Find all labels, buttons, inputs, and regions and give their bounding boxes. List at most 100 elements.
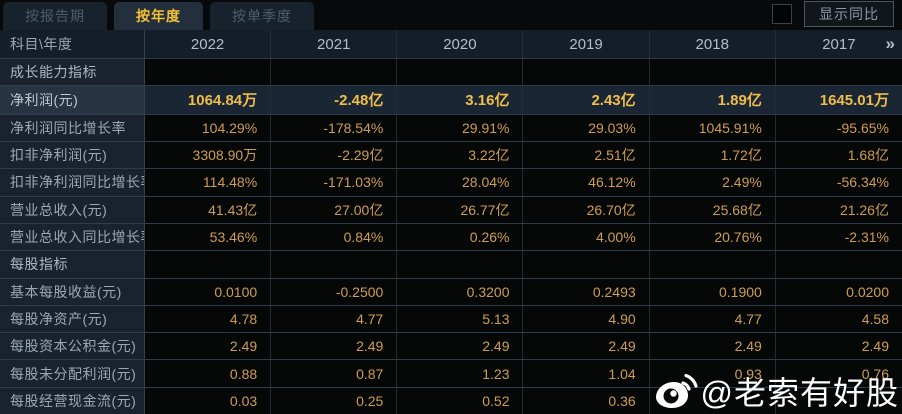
table-row: 扣非净利润同比增长率 114.48% -171.03% 28.04% 46.12… (0, 168, 902, 196)
cell-value: 104.29% (145, 114, 272, 141)
cell-value: 1.23 (397, 360, 524, 387)
cell-value: 2.51亿 (523, 141, 650, 169)
cell-value: -0.2500 (271, 278, 398, 305)
cell-value: 26.70亿 (523, 196, 650, 223)
tab-single-quarter[interactable]: 按单季度 (210, 2, 314, 30)
cell-value (271, 59, 398, 86)
cell-value: 2.49 (145, 333, 272, 360)
cell-value: -2.48亿 (271, 86, 398, 114)
show-yoy-checkbox[interactable] (772, 4, 792, 24)
row-label: 营业总收入(元) (0, 196, 145, 223)
cell-value (145, 59, 272, 86)
period-tabs: 按报告期 按年度 按单季度 (0, 2, 314, 30)
row-label: 每股未分配利润(元) (0, 360, 145, 387)
cell-value: -171.03% (271, 169, 398, 196)
cell-value (649, 59, 776, 86)
cell-value: -95.65% (775, 114, 902, 141)
topbar-right: 显示同比 (772, 1, 902, 30)
cell-value (397, 59, 524, 86)
year-header-2017: 2017 » (776, 30, 902, 58)
cell-value: 4.00% (523, 223, 650, 251)
cell-value: 0.36 (523, 387, 650, 414)
cell-value: 0.76 (775, 360, 902, 387)
cell-value: -2.31% (775, 223, 902, 251)
cell-value: 27.00亿 (271, 196, 398, 223)
cell-value: 2.49 (397, 333, 524, 360)
cell-value: 0.0100 (145, 278, 272, 305)
table-row: 净利润(元) 1064.84万 -2.48亿 3.16亿 2.43亿 1.89亿… (0, 85, 902, 114)
topbar: 按报告期 按年度 按单季度 显示同比 (0, 0, 902, 30)
cell-value: 53.46% (145, 223, 272, 251)
cell-value: 2.49% (649, 169, 776, 196)
cell-value: 41.43亿 (145, 196, 272, 223)
year-header-2020: 2020 (397, 30, 524, 58)
year-header-2019: 2019 (523, 30, 650, 58)
cell-value: 2.49 (649, 333, 776, 360)
cell-value: 0.25 (271, 387, 398, 414)
cell-value: 2.43亿 (523, 86, 650, 114)
year-header-2017-label: 2017 (822, 35, 856, 53)
cell-value (775, 251, 902, 278)
cell-value (775, 59, 902, 86)
cell-value: -178.54% (271, 114, 398, 141)
cell-value: 4.77 (271, 305, 398, 333)
cell-value: 1.04 (523, 360, 650, 387)
show-yoy-label[interactable]: 显示同比 (804, 1, 894, 27)
cell-value: 3.22亿 (397, 141, 524, 169)
cell-value: 4.78 (145, 305, 272, 333)
cell-value: 4.77 (649, 305, 776, 333)
tab-annual[interactable]: 按年度 (114, 2, 203, 30)
table-row: 每股未分配利润(元) 0.88 0.87 1.23 1.04 0.93 0.76 (0, 359, 902, 387)
table-row: 每股资本公积金(元) 2.49 2.49 2.49 2.49 2.49 2.49 (0, 332, 902, 360)
cell-value: 25.68亿 (649, 196, 776, 223)
cell-value: 2.49 (775, 333, 902, 360)
cell-value: 0.1900 (649, 278, 776, 305)
cell-value: 114.48% (145, 169, 272, 196)
cell-value: 2.49 (271, 333, 398, 360)
cell-value: 0.93 (649, 360, 776, 387)
row-label: 基本每股收益(元) (0, 278, 145, 305)
cell-value: 1.89亿 (649, 86, 776, 114)
cell-value: 0.88 (145, 360, 272, 387)
row-label: 成长能力指标 (0, 59, 145, 86)
cell-value (523, 59, 650, 86)
cell-value: 26.77亿 (397, 196, 524, 223)
cell-value: 4.90 (523, 305, 650, 333)
cell-value: 0.0200 (775, 278, 902, 305)
row-label: 营业总收入同比增长率 (0, 223, 145, 251)
cell-value: 1.72亿 (649, 141, 776, 169)
corner-header: 科目\年度 (0, 30, 145, 58)
table-row: 成长能力指标 (0, 58, 902, 86)
cell-value (523, 251, 650, 278)
cell-value (649, 251, 776, 278)
cell-value: 0.26% (397, 223, 524, 251)
cell-value (397, 251, 524, 278)
financial-table: 科目\年度 2022 2021 2020 2019 2018 2017 » 成长… (0, 30, 902, 414)
cell-value: 28.04% (397, 169, 524, 196)
cell-value: 0.87 (271, 360, 398, 387)
cell-value: 1045.91% (649, 114, 776, 141)
cell-value (145, 251, 272, 278)
table-row: 每股经营现金流(元) 0.03 0.25 0.52 0.36 (0, 386, 902, 414)
cell-value: 29.03% (523, 114, 650, 141)
table-row: 基本每股收益(元) 0.0100 -0.2500 0.3200 0.2493 0… (0, 277, 902, 305)
tab-report-period[interactable]: 按报告期 (3, 2, 107, 30)
cell-value: 1645.01万 (775, 86, 902, 114)
cell-value: 0.84% (271, 223, 398, 251)
table-row: 营业总收入(元) 41.43亿 27.00亿 26.77亿 26.70亿 25.… (0, 195, 902, 223)
cell-value: 3308.90万 (145, 141, 272, 169)
year-header-2022: 2022 (145, 30, 272, 58)
table-row: 净利润同比增长率 104.29% -178.54% 29.91% 29.03% … (0, 113, 902, 141)
more-years-icon[interactable]: » (885, 34, 895, 53)
cell-value: 2.49 (523, 333, 650, 360)
cell-value (271, 251, 398, 278)
year-header-2018: 2018 (650, 30, 776, 58)
cell-value: -56.34% (775, 169, 902, 196)
table-row: 营业总收入同比增长率 53.46% 0.84% 0.26% 4.00% 20.7… (0, 222, 902, 251)
cell-value: 0.3200 (397, 278, 524, 305)
row-label: 每股经营现金流(元) (0, 387, 145, 414)
cell-value: 1064.84万 (145, 86, 272, 114)
cell-value: 21.26亿 (775, 196, 902, 223)
cell-value: 0.52 (397, 387, 524, 414)
